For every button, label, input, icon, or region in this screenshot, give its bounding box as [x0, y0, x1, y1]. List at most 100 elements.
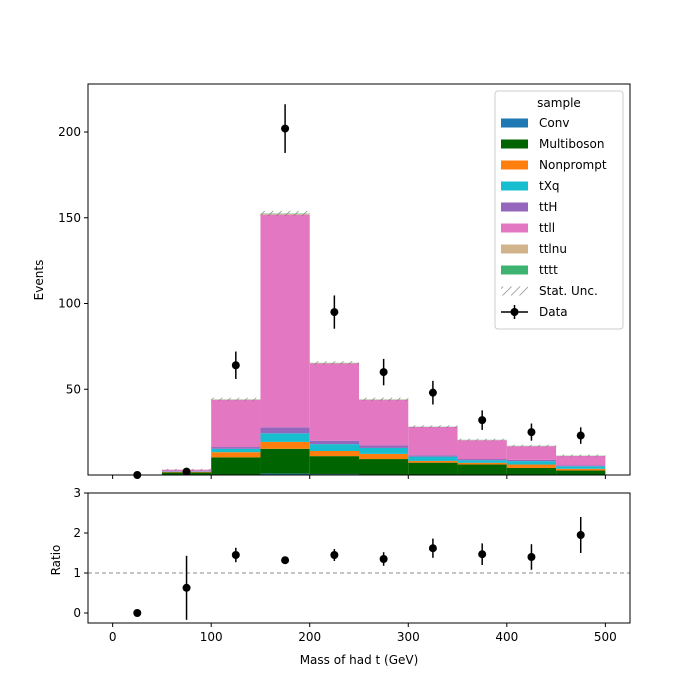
legend-label-nonprompt: Nonprompt	[539, 158, 607, 172]
bar-txq-7	[457, 460, 507, 463]
stat-unc-band-7	[457, 438, 507, 442]
legend-label-stat-unc: Stat. Unc.	[539, 284, 598, 298]
ratio-plot-frame	[87, 492, 631, 624]
ratio-point-0	[133, 609, 142, 617]
x-tick-label-5: 500	[594, 630, 617, 644]
bar-ttll-8	[506, 446, 557, 460]
bar-ttll-3	[260, 214, 310, 428]
bar-nonprompt-3	[260, 441, 310, 449]
legend-label-conv: Conv	[539, 116, 569, 130]
stat-unc-band-2	[211, 397, 261, 402]
bar-tth-8	[506, 459, 557, 462]
bar-multiboson-8	[506, 467, 557, 475]
ratio-y-axis: 0 1 2 3	[73, 486, 88, 620]
bar-tth-2	[211, 447, 261, 449]
bar-tth-3	[260, 427, 310, 434]
ratio-point-1	[182, 583, 191, 592]
ratio-point-6	[428, 544, 437, 553]
x-tick-label-1: 100	[200, 630, 223, 644]
bar-txq-2	[211, 448, 261, 453]
data-point-7	[478, 416, 487, 425]
ratio-y-tick-label-1: 1	[73, 566, 81, 580]
main-y-tick-label-3: 200	[58, 125, 81, 139]
legend-label-data: Data	[539, 305, 568, 319]
legend-swatch-tth	[501, 202, 528, 212]
bar-nonprompt-8	[506, 464, 557, 468]
bar-nonprompt-2	[211, 452, 261, 458]
x-tick-label-2: 200	[298, 630, 321, 644]
ratio-y-tick-label-3: 3	[73, 486, 81, 500]
ratio-point-4	[330, 551, 339, 559]
stat-unc-band-9	[556, 454, 606, 457]
bar-ttll-2	[211, 399, 261, 448]
ratio-y-tick-label-0: 0	[73, 606, 81, 620]
bar-ttll-9	[556, 455, 606, 466]
bar-txq-3	[260, 433, 310, 442]
bar-txq-6	[408, 456, 458, 461]
ratio-x-axis: 0 100 200 300 400 500	[109, 623, 617, 644]
bar-txq-4	[309, 444, 359, 451]
bar-tth-6	[408, 455, 458, 457]
y-axis-label: Events	[32, 260, 46, 301]
stat-unc-band-8	[506, 444, 557, 448]
legend-swatch-tttt	[501, 265, 528, 275]
ratio-point-3	[281, 556, 290, 565]
ratio-point-7	[478, 550, 487, 559]
bar-multiboson-7	[457, 464, 507, 475]
bar-ttll-7	[457, 440, 507, 460]
bar-multiboson-3	[260, 448, 310, 474]
data-point-6	[428, 388, 437, 397]
legend-label-tth: ttH	[539, 200, 557, 214]
ratio-point-8	[527, 553, 536, 561]
data-point-1	[182, 467, 191, 476]
main-x-ticks	[112, 475, 606, 479]
legend-title: sample	[537, 96, 581, 110]
bar-nonprompt-6	[408, 460, 458, 463]
bar-multiboson-6	[408, 462, 458, 475]
legend-swatch-multiboson	[501, 139, 528, 149]
legend-label-multiboson: Multiboson	[539, 137, 605, 151]
bar-ttll-5	[359, 399, 409, 446]
main-y-tick-label-2: 150	[58, 211, 81, 225]
legend-swatch-nonprompt	[501, 160, 528, 170]
ratio-y-tick-label-2: 2	[73, 526, 81, 540]
data-point-4	[330, 308, 339, 317]
bar-ttll-4	[309, 363, 359, 441]
bar-txq-8	[506, 461, 557, 465]
bar-multiboson-4	[309, 456, 359, 475]
x-tick-label-0: 0	[109, 630, 117, 644]
legend-label-ttlnu: ttlnu	[539, 242, 567, 256]
x-tick-label-4: 400	[495, 630, 518, 644]
data-point-5	[379, 368, 388, 377]
legend-label-ttll: ttll	[539, 221, 555, 235]
x-tick-label-3: 300	[397, 630, 420, 644]
ratio-point-2	[231, 551, 240, 559]
legend: sample Conv Multiboson Nonprompt tXq ttH ttll t…	[494, 90, 624, 330]
legend-data-marker	[510, 308, 519, 316]
legend-swatch-ttlnu	[501, 244, 528, 254]
main-y-axis: 50 100 150 200	[58, 125, 88, 396]
main-plot-frame	[87, 83, 631, 476]
bar-tth-9	[556, 465, 606, 467]
bar-txq-5	[359, 447, 409, 454]
main-y-tick-label-1: 100	[58, 297, 81, 311]
data-point-9	[576, 431, 585, 440]
ratio-y-axis-label: Ratio	[49, 545, 63, 576]
bar-multiboson-5	[359, 459, 409, 475]
data-point-2	[231, 361, 240, 370]
data-point-8	[527, 428, 536, 437]
legend-label-tttt: tttt	[539, 263, 558, 277]
legend-swatch-txq	[501, 181, 528, 191]
bar-nonprompt-9	[556, 468, 606, 471]
bar-conv-3	[260, 473, 310, 475]
bar-ttll-6	[408, 426, 458, 456]
bar-tth-7	[457, 459, 507, 461]
data-point-3	[281, 124, 290, 133]
ratio-point-5	[379, 555, 388, 563]
stat-unc-band-3	[260, 210, 310, 217]
bar-txq-9	[556, 466, 606, 469]
stat-unc-band-5	[359, 397, 409, 402]
legend-swatch-stat-unc	[501, 286, 528, 296]
legend-swatch-conv	[501, 118, 528, 128]
